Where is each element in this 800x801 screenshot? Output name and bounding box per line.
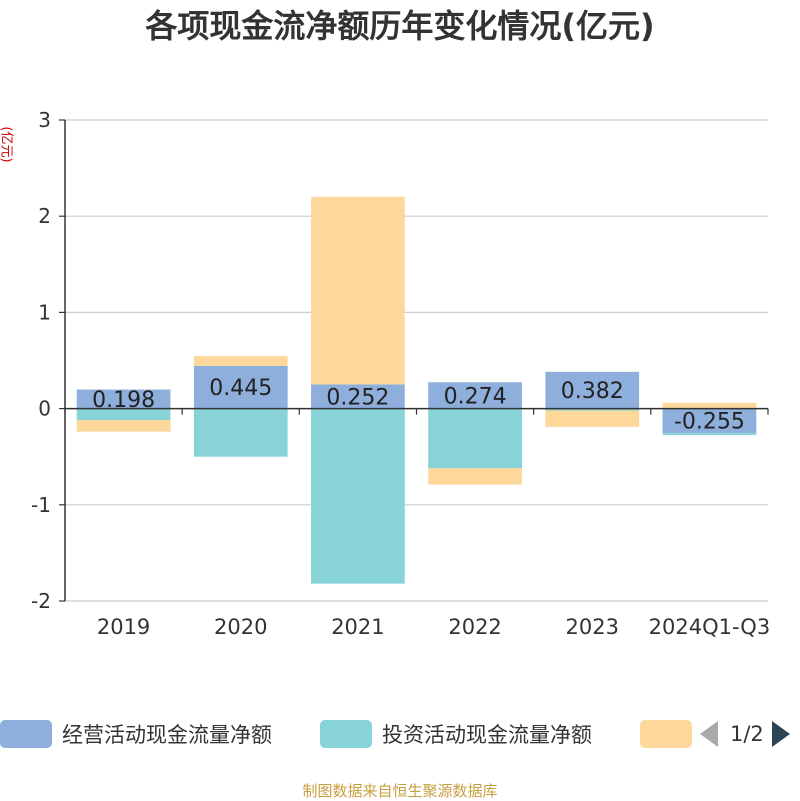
bar-series-0 [193,365,288,409]
grid-lines [65,119,768,602]
chart-title: 各项现金流净额历年变化情况(亿元) [145,7,655,45]
data-label: 0.274 [444,384,507,409]
bar-series-1 [193,408,288,457]
legend-label-operating: 经营活动现金流量净额 [62,723,272,747]
x-tick-label: 2021 [331,615,384,639]
data-labels: 0.198 0.445 0.252 0.274 0.382 -0.255 [92,376,745,434]
bar-series-1 [662,433,757,436]
bar-series-1 [76,408,171,421]
bar-series-2 [193,356,288,366]
legend-item-investing[interactable]: 投资活动现金流量净额 [320,716,592,752]
y-axis-unit-label: (亿元) [0,126,14,163]
x-tick-label: 2022 [448,615,501,639]
pager-next-icon[interactable] [771,721,790,747]
legend-pager: 1/2 [700,716,790,752]
y-tick-label: 0 [38,397,51,421]
legend-label-investing: 投资活动现金流量净额 [382,723,592,747]
bar-series-2 [545,410,640,427]
bar-series-2 [662,402,757,409]
y-tick-label: 2 [38,204,51,228]
axes: -2 -1 0 1 2 3 2019 2020 2021 2022 2023 2024Q1-Q3 [31,108,770,639]
data-label: 0.252 [326,385,389,410]
legend-swatch-investing [320,720,372,748]
bar-series-0 [311,384,405,409]
legend-item-financing[interactable] [640,716,692,752]
y-tick-label: 1 [38,300,51,324]
legend: 经营活动现金流量净额 投资活动现金流量净额 1/2 [0,716,800,752]
data-label: 0.382 [561,379,624,404]
bar-series-0 [76,389,171,409]
bar-series-1 [311,408,405,584]
x-tick-label: 2019 [97,615,150,639]
data-label: 0.445 [209,376,272,401]
y-tick-label: -2 [31,589,51,613]
legend-swatch-operating [0,720,52,748]
legend-swatch-financing [640,720,692,748]
data-label: 0.198 [92,388,155,413]
bar-group [76,196,757,584]
x-tick-label: 2024Q1-Q3 [649,615,771,639]
y-tick-label: 3 [38,108,51,132]
x-tick-label: 2020 [214,615,267,639]
bar-series-0 [428,382,522,409]
bar-series-1 [428,408,522,469]
bar-series-2 [311,196,405,385]
bar-series-2 [428,468,522,485]
bar-series-0 [545,371,640,409]
data-label: -0.255 [674,410,745,435]
legend-item-operating[interactable]: 经营活动现金流量净额 [0,716,272,752]
bar-series-2 [76,420,171,432]
x-tick-label: 2023 [566,615,619,639]
y-tick-label: -1 [31,493,51,517]
pager-prev-icon[interactable] [700,721,718,747]
bar-series-0 [662,408,757,434]
pager-text: 1/2 [730,722,764,746]
source-note: 制图数据来自恒生聚源数据库 [302,782,498,800]
bar-series-1 [545,408,640,411]
